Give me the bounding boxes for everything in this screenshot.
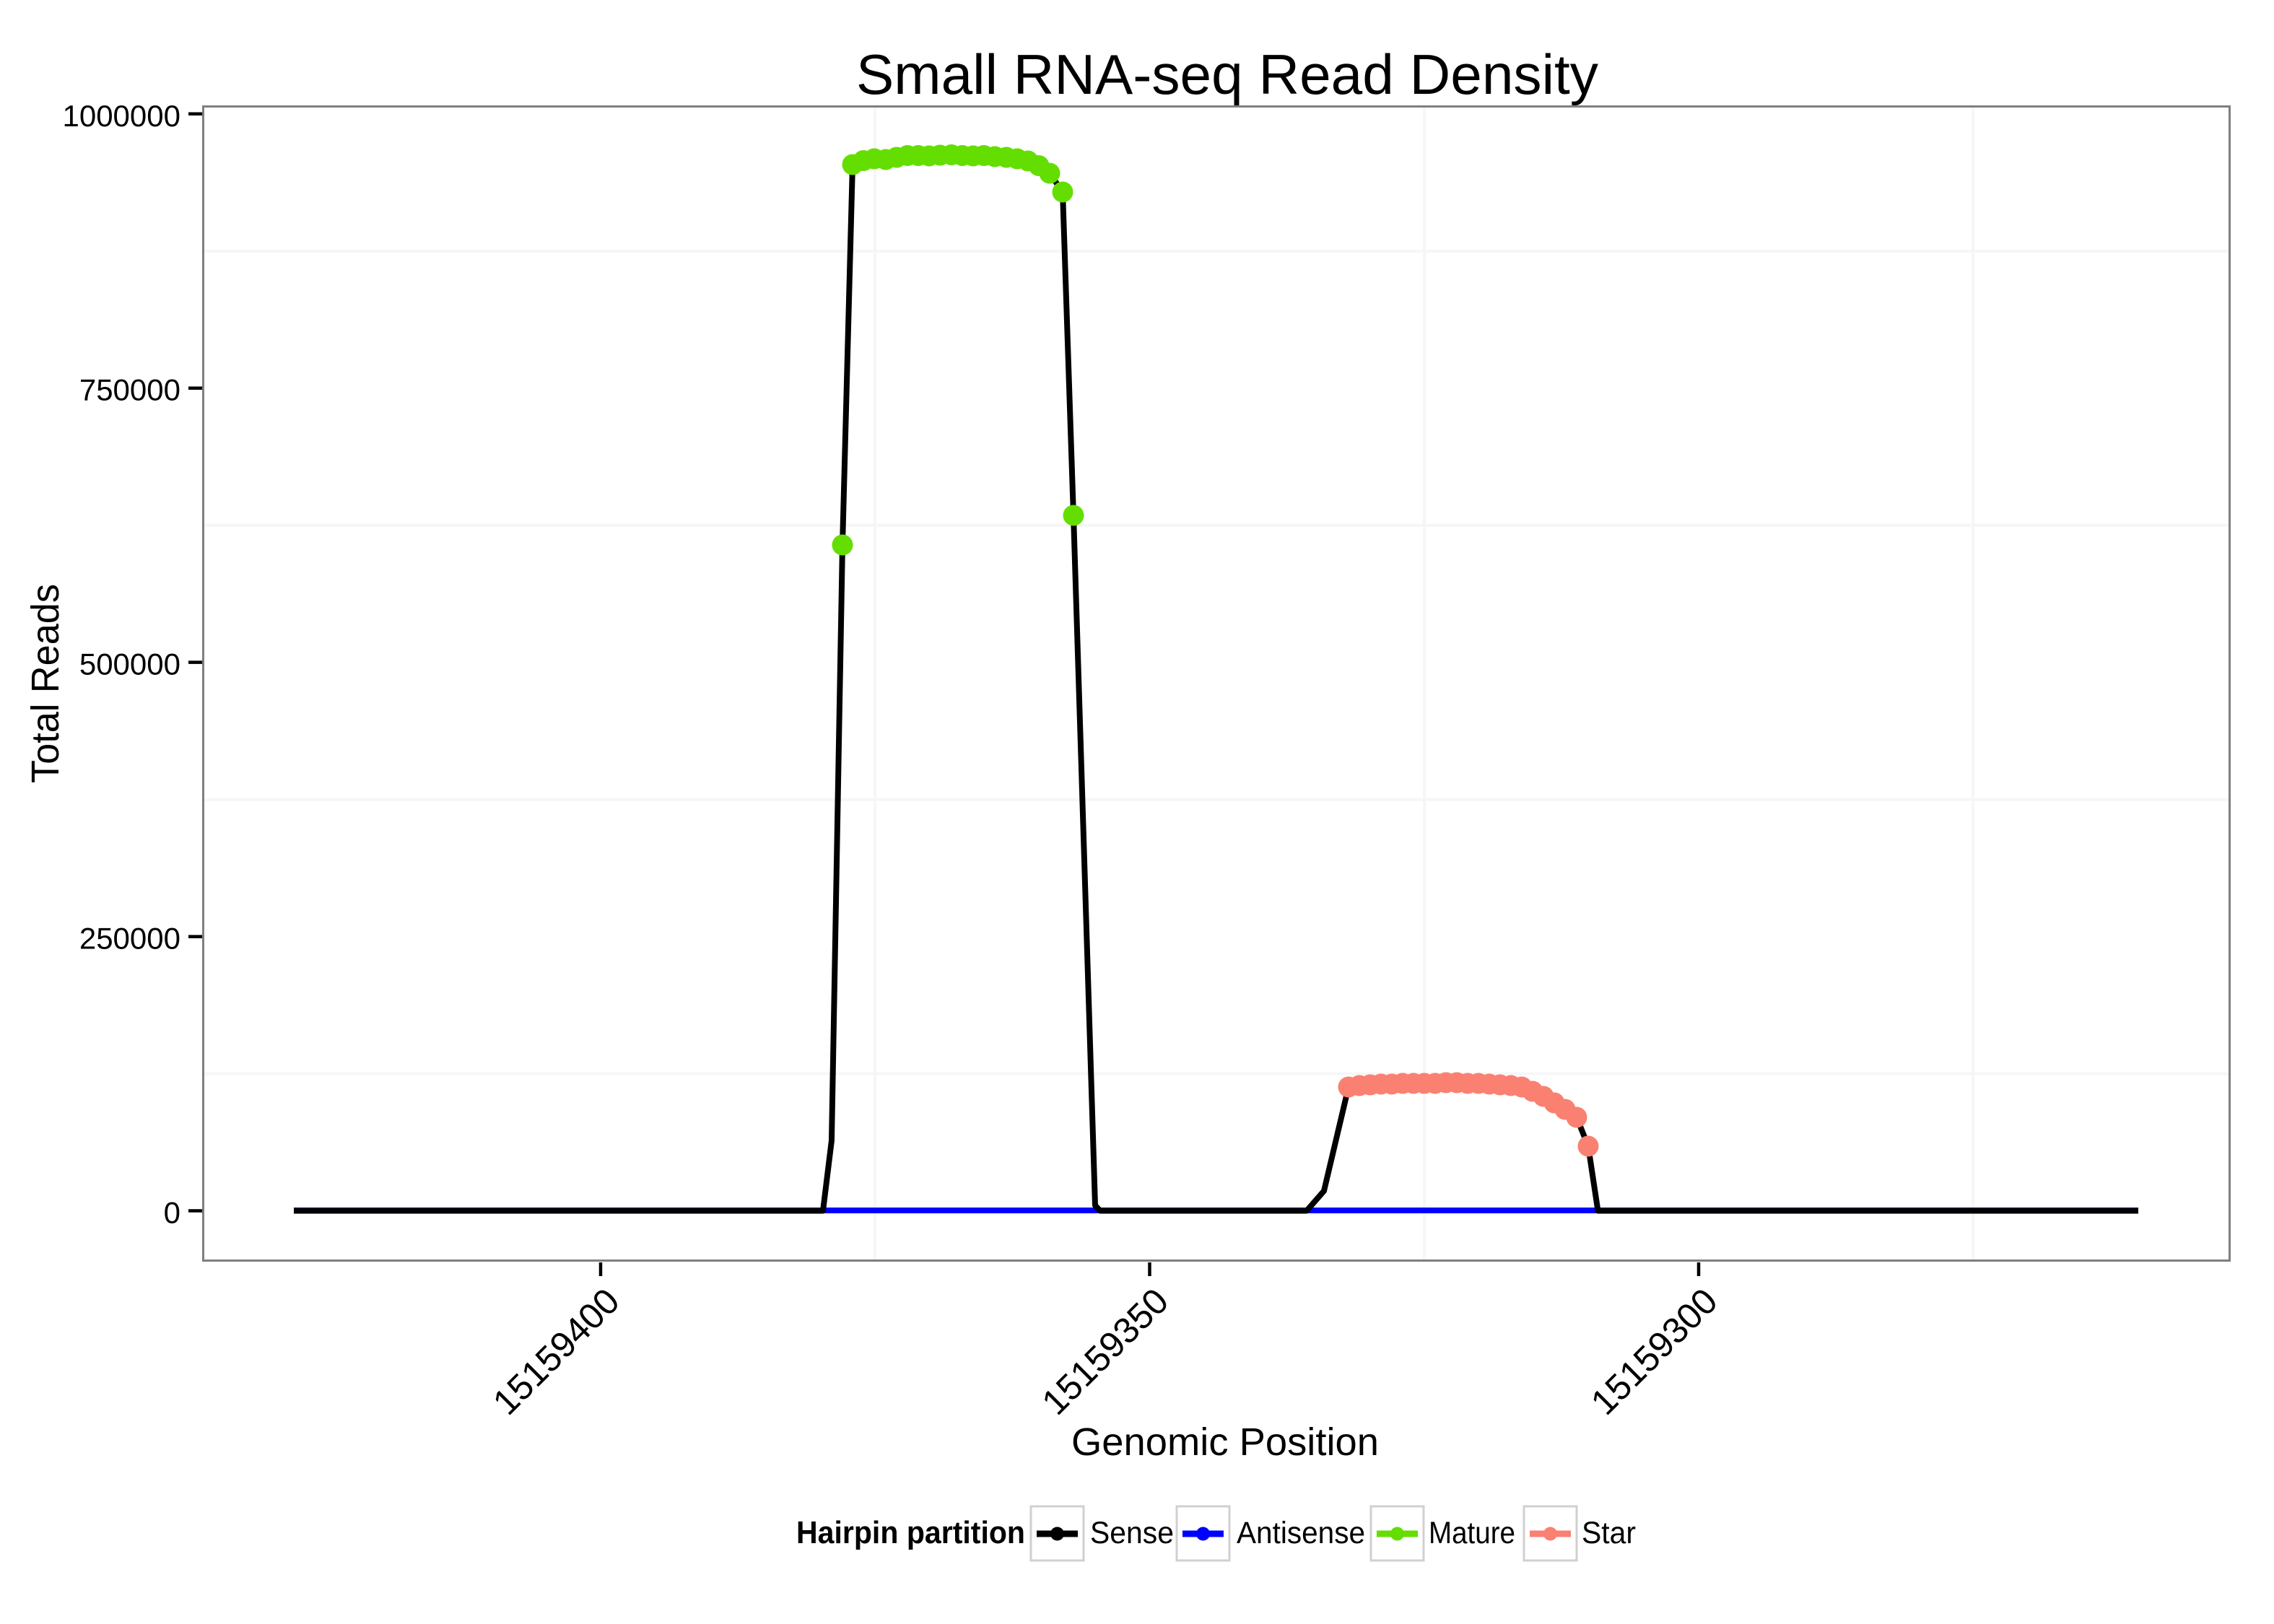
svg-text:1000000: 1000000 — [62, 99, 180, 133]
svg-text:Antisense: Antisense — [1237, 1516, 1365, 1550]
svg-text:Total Reads: Total Reads — [24, 584, 67, 783]
svg-text:Sense: Sense — [1090, 1516, 1174, 1550]
svg-text:500000: 500000 — [79, 647, 180, 681]
svg-text:15159350: 15159350 — [1034, 1280, 1176, 1423]
svg-text:Star: Star — [1582, 1516, 1636, 1550]
svg-text:250000: 250000 — [79, 922, 180, 956]
svg-text:Genomic Position: Genomic Position — [1071, 1420, 1379, 1464]
svg-text:0: 0 — [164, 1196, 180, 1230]
svg-text:Hairpin partition: Hairpin partition — [796, 1515, 1025, 1550]
svg-text:750000: 750000 — [79, 373, 180, 407]
svg-text:15159300: 15159300 — [1583, 1280, 1725, 1423]
svg-text:15159400: 15159400 — [485, 1280, 627, 1423]
svg-text:Small RNA-seq Read Density: Small RNA-seq Read Density — [856, 43, 1598, 106]
svg-text:Mature: Mature — [1429, 1516, 1515, 1550]
